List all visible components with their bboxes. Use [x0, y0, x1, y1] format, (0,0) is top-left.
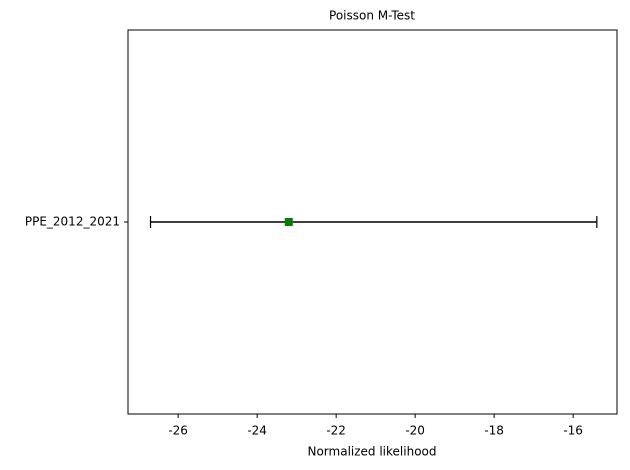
y-tick-label: PPE_2012_2021	[25, 215, 120, 229]
x-tick-label: -16	[563, 424, 583, 438]
x-tick-label: -26	[168, 424, 188, 438]
chart-title: Poisson M-Test	[329, 9, 415, 23]
x-tick-label: -18	[484, 424, 504, 438]
point-marker	[284, 218, 293, 226]
x-tick-label: -20	[405, 424, 425, 438]
x-tick-label: -22	[326, 424, 346, 438]
x-axis-label: Normalized likelihood	[307, 445, 436, 459]
x-tick-label: -24	[247, 424, 267, 438]
